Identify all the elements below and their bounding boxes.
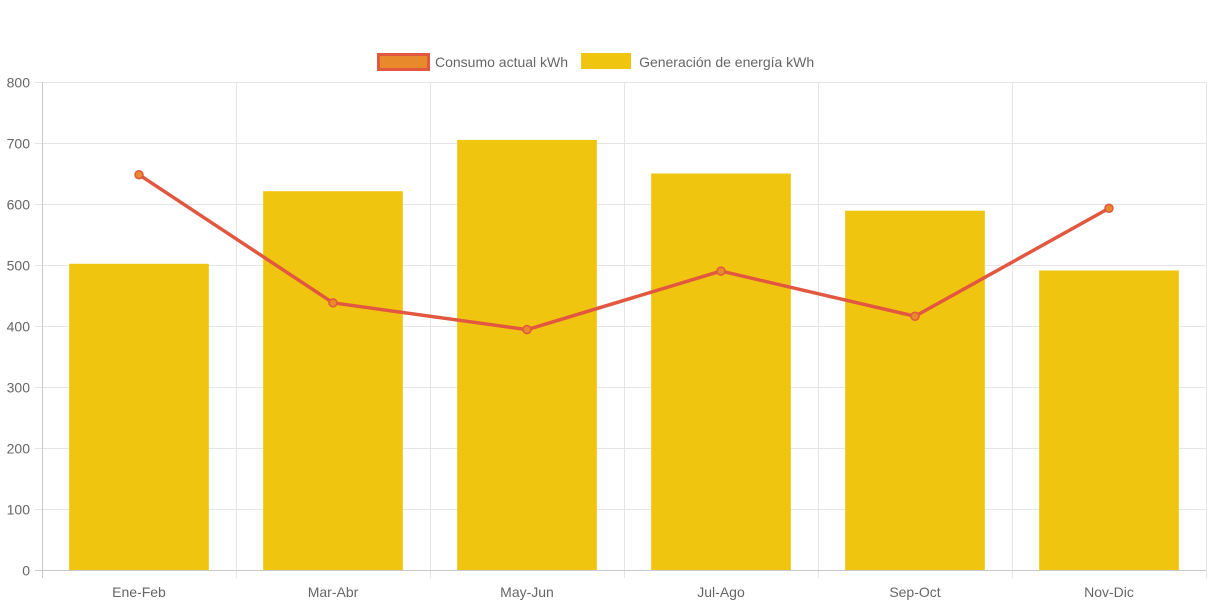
y-tick-label: 500 [7,258,31,274]
x-tick-label: Ene-Feb [112,584,166,600]
line-point [328,298,338,308]
line-path [138,173,1110,332]
legend: Consumo actual kWh Generación de energía … [377,53,814,71]
legend-swatch-consumo [377,53,430,71]
line-point [910,311,920,321]
line-point [522,324,532,335]
y-tick-label: 200 [7,441,31,457]
y-tick-label: 700 [7,136,31,152]
bar-series [69,139,1179,570]
y-tick-label: 400 [7,319,31,335]
x-axis-ticks: Ene-Feb Mar-Abr May-Jun Jul-Ago Sep-Oct Nov-D… [112,584,1134,600]
x-tick-label: Sep-Oct [889,584,940,600]
x-tick-label: Mar-Abr [308,584,359,600]
y-tick-label: 300 [7,380,31,396]
bar [69,263,209,570]
y-tick-label: 600 [7,197,31,213]
y-tick-label: 100 [7,502,31,518]
bar [457,139,597,570]
y-tick-label: 0 [22,563,30,579]
grid-lines [35,82,1207,578]
x-tick-label: Jul-Ago [697,584,745,600]
legend-label-consumo: Consumo actual kWh [435,54,568,70]
line-point [1104,203,1114,214]
bar [845,210,985,570]
line-point [716,266,726,276]
x-tick-label: Nov-Dic [1084,584,1134,600]
line-series [134,169,1114,335]
bar [651,173,791,570]
y-axis-ticks: 0 100 200 300 400 500 600 700 800 [7,75,31,579]
bar [263,191,403,570]
legend-label-generacion: Generación de energía kWh [639,54,814,70]
bar [1039,270,1179,570]
x-tick-label: May-Jun [500,584,554,600]
legend-swatch-generacion [581,53,632,69]
line-point [134,169,144,180]
y-tick-label: 800 [7,75,31,91]
